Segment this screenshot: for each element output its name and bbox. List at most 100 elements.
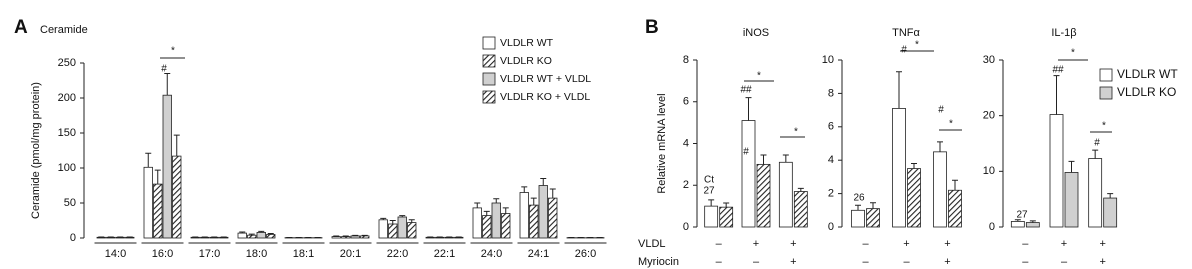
y-tick-label: 20: [983, 110, 995, 122]
error-bar: [483, 210, 490, 216]
condition-sign: –: [1061, 256, 1068, 268]
y-tick-label: 8: [683, 54, 689, 66]
x-tick-label: 24:1: [528, 248, 549, 260]
y-tick-label: 50: [64, 197, 76, 209]
y-tick-label: 6: [828, 121, 834, 133]
condition-sign: –: [1022, 256, 1029, 268]
bar: [756, 163, 771, 228]
legend-label: VLDLR KO: [500, 55, 552, 67]
bar: [892, 108, 906, 228]
error-bar: [239, 231, 246, 234]
bar: [162, 94, 172, 239]
x-tick-label: 16:0: [152, 248, 173, 260]
bar: [948, 189, 962, 228]
y-tick-label: 100: [58, 162, 76, 174]
error-bar: [408, 219, 415, 223]
error-bar: [342, 235, 349, 237]
y-tick-label: 2: [828, 188, 834, 200]
error-bar: [333, 235, 340, 237]
x-tick-label: 22:1: [434, 248, 455, 260]
condition-sign: –: [862, 238, 869, 250]
bar: [793, 191, 808, 228]
y-tick-label: 0: [989, 221, 995, 233]
y-tick-label: 0: [683, 221, 689, 233]
legend-swatch: [482, 72, 496, 86]
x-tick-label: 24:0: [481, 248, 502, 260]
error-bar: [1068, 160, 1075, 173]
y-tick-label: 30: [983, 54, 995, 66]
chart-title: TNFα: [892, 27, 920, 39]
error-bar: [1014, 219, 1021, 222]
bar: [933, 151, 947, 228]
condition-sign: –: [903, 256, 910, 268]
bar: [704, 205, 719, 228]
legend-swatch: [482, 54, 496, 68]
annotation: *: [915, 40, 919, 51]
error-bar: [952, 179, 958, 191]
annotation: ##: [740, 85, 752, 96]
bar: [548, 197, 558, 239]
error-bar: [797, 187, 804, 192]
error-bar: [708, 199, 715, 207]
legend-label: VLDLR KO + VLDL: [500, 91, 590, 103]
bar: [1025, 222, 1040, 228]
y-tick-label: 10: [822, 54, 834, 66]
bar: [153, 183, 163, 239]
y-tick-label: 250: [58, 57, 76, 69]
annotation: #: [161, 64, 167, 75]
error-bar: [937, 141, 943, 152]
condition-sign: –: [862, 256, 869, 268]
condition-sign: +: [790, 238, 796, 250]
bar: [237, 232, 247, 239]
condition-sign: +: [1061, 238, 1067, 250]
x-tick-label: 22:0: [387, 248, 408, 260]
bar: [1064, 172, 1079, 228]
error-bar: [173, 134, 180, 157]
row-label: Myriocin: [638, 256, 679, 268]
y-axis-label: Relative mRNA level: [656, 93, 668, 193]
error-bar: [540, 178, 547, 186]
condition-sign: –: [753, 256, 760, 268]
bar: [360, 235, 370, 239]
bar: [143, 166, 153, 239]
annotation: *: [794, 127, 798, 138]
error-bar: [1107, 193, 1114, 199]
condition-sign: –: [1022, 238, 1029, 250]
annotation: ##: [1052, 65, 1064, 76]
error-bar: [154, 169, 161, 185]
bar: [256, 231, 266, 239]
error-bar: [521, 186, 528, 193]
bar: [491, 202, 501, 239]
error-bar: [474, 202, 481, 208]
panel-label: A: [14, 17, 28, 38]
legend-swatch: [482, 36, 496, 50]
error-bar: [389, 220, 396, 224]
condition-sign: +: [1099, 256, 1105, 268]
condition-sign: +: [903, 238, 909, 250]
chart-title: iNOS: [743, 27, 769, 39]
annotation: 27: [1016, 210, 1028, 221]
error-bar: [855, 204, 861, 211]
bar: [247, 234, 257, 239]
annotation: #: [938, 105, 944, 116]
annotation: 27: [703, 186, 715, 197]
y-tick-label: 0: [828, 221, 834, 233]
bar: [378, 219, 388, 239]
bar: [851, 209, 865, 228]
condition-sign: –: [716, 238, 723, 250]
bar: [266, 234, 276, 239]
legend-label: VLDLR WT: [1117, 67, 1178, 81]
y-tick-label: 150: [58, 127, 76, 139]
condition-sign: +: [790, 256, 796, 268]
bar: [1103, 197, 1118, 228]
legend-swatch: [1099, 86, 1113, 100]
legend-label: VLDLR WT: [500, 37, 554, 49]
legend-swatch: [1099, 68, 1113, 82]
bar: [172, 155, 182, 239]
condition-sign: +: [1099, 238, 1105, 250]
legend-label: VLDLR KO: [1117, 85, 1176, 99]
chart-title: Ceramide: [40, 24, 88, 36]
error-bar: [1092, 149, 1099, 159]
y-tick-label: 6: [683, 96, 689, 108]
